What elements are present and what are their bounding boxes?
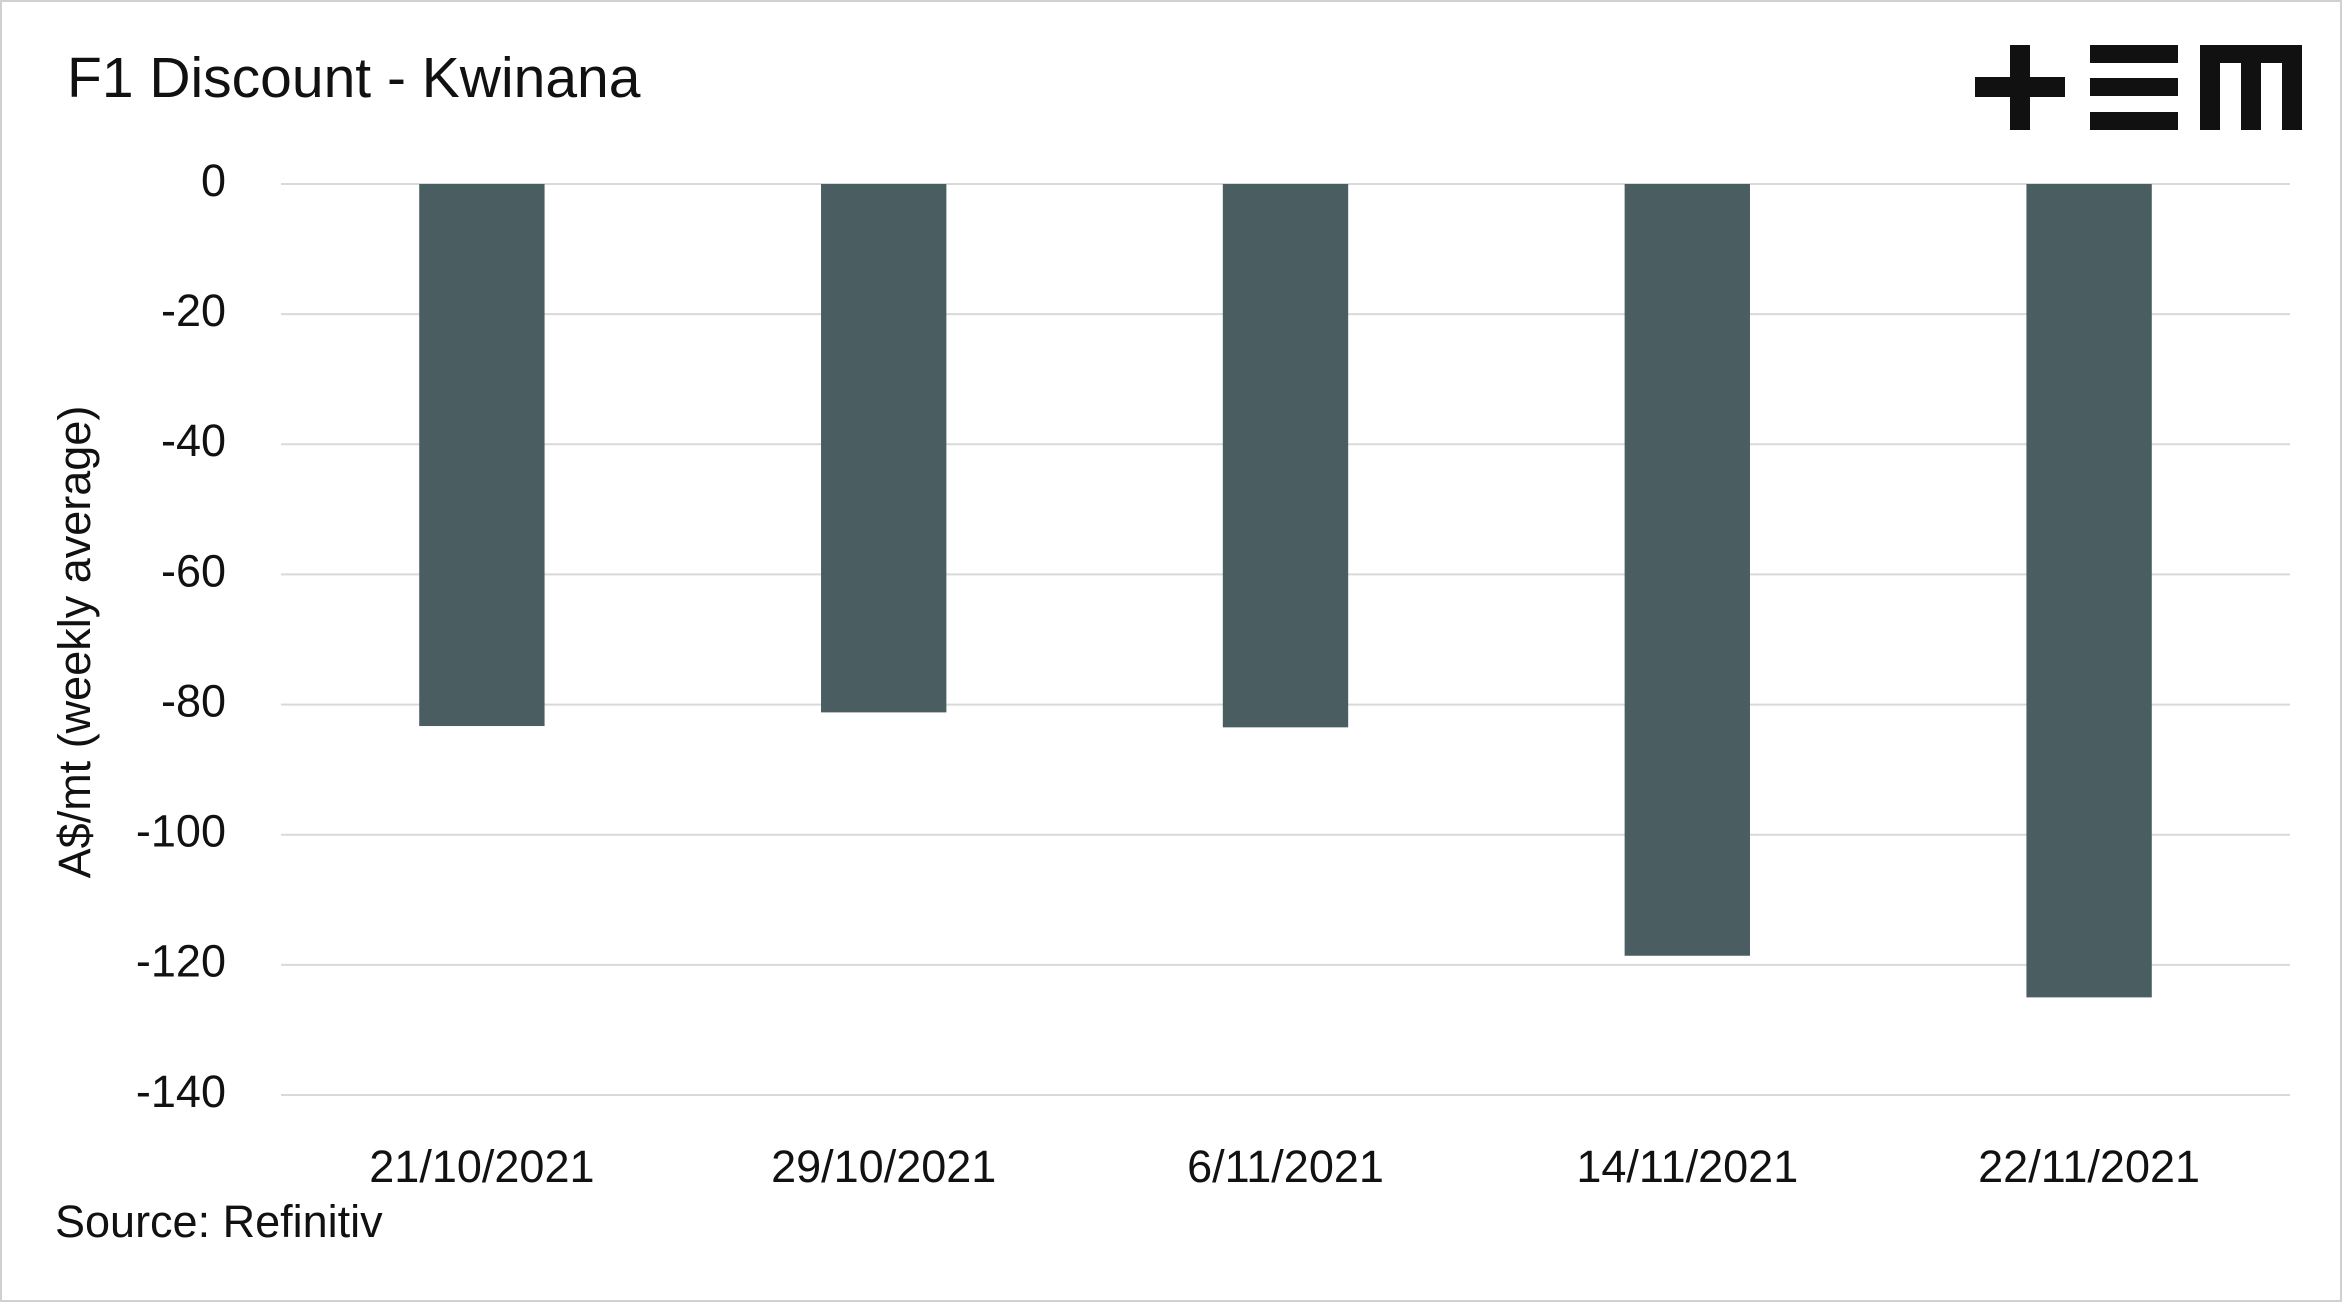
x-tick-label: 29/10/2021 <box>771 1141 996 1192</box>
logo <box>1975 45 2302 130</box>
y-tick-label: -100 <box>136 806 226 857</box>
x-tick-label: 6/11/2021 <box>1187 1141 1384 1192</box>
chart-title: F1 Discount - Kwinana <box>67 46 641 110</box>
bar <box>2026 184 2152 998</box>
bar <box>1222 184 1349 728</box>
bar <box>821 184 947 713</box>
y-tick-label: -120 <box>136 936 226 987</box>
bar <box>1624 184 1750 956</box>
y-axis-label: A$/mt (weekly average) <box>49 406 100 879</box>
y-tick-label: -20 <box>161 285 226 336</box>
y-tick-label: 0 <box>201 155 226 206</box>
y-tick-label: -140 <box>136 1066 226 1117</box>
x-tick-label: 22/11/2021 <box>1978 1141 2200 1192</box>
y-tick-label: -40 <box>161 415 226 466</box>
y-tick-label: -60 <box>161 545 226 596</box>
bar <box>419 184 545 727</box>
x-tick-label: 21/10/2021 <box>369 1141 594 1192</box>
y-tick-label: -80 <box>161 675 226 726</box>
source: Source: Refinitiv <box>55 1196 383 1247</box>
x-tick-label: 14/11/2021 <box>1576 1141 1798 1192</box>
